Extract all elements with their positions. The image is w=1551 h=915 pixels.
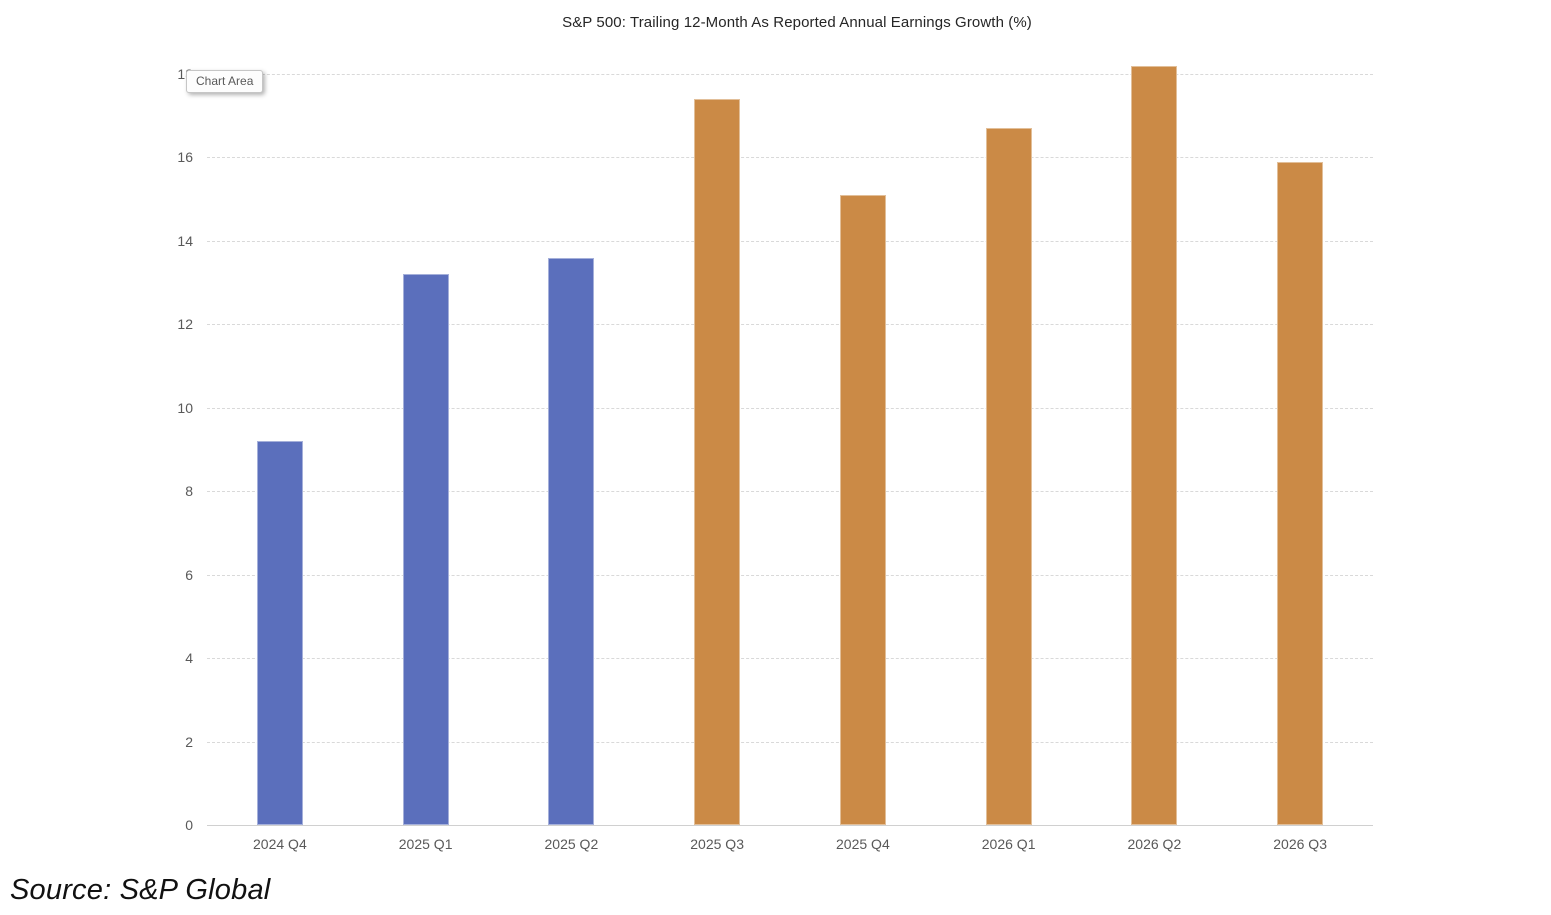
y-tick-label-14: 14 [177, 232, 193, 249]
chart-area-tooltip: Chart Area [186, 70, 264, 93]
y-tick-label-12: 12 [177, 316, 193, 333]
gridline-8 [207, 491, 1373, 493]
y-tick-label-8: 8 [185, 483, 193, 500]
x-tick-label-2025-q4: 2025 Q4 [836, 836, 890, 852]
bar-2025-q1[interactable] [402, 274, 449, 825]
x-tick-label-2025-q2: 2025 Q2 [544, 836, 599, 852]
bar-2026-q3[interactable] [1277, 161, 1324, 825]
y-tick-label-4: 4 [185, 650, 193, 667]
bar-2026-q1[interactable] [985, 128, 1032, 825]
y-tick-label-6: 6 [185, 566, 193, 583]
gridline-2 [207, 741, 1373, 743]
bar-2025-q3[interactable] [694, 99, 741, 825]
bar-2025-q4[interactable] [839, 195, 886, 825]
gridline-10 [207, 407, 1373, 409]
x-tick-label-2026-q3: 2026 Q3 [1273, 836, 1327, 852]
bar-2024-q4[interactable] [256, 441, 303, 825]
x-tick-label-2026-q1: 2026 Q1 [981, 836, 1036, 852]
chart-title: S&P 500: Trailing 12-Month As Reported A… [562, 14, 1032, 31]
plot-area[interactable] [207, 65, 1373, 826]
x-tick-label-2025-q3: 2025 Q3 [690, 836, 744, 852]
y-tick-label-18: 18 [130, 66, 193, 82]
bar-2026-q2[interactable] [1131, 65, 1178, 825]
y-tick-label-10: 10 [177, 399, 193, 416]
source-note: Source: S&P Global [10, 874, 271, 906]
y-tick-label-16: 16 [177, 149, 193, 166]
gridline-16 [207, 157, 1373, 159]
bar-2025-q2[interactable] [548, 257, 595, 825]
gridline-14 [207, 240, 1373, 242]
gridline-4 [207, 658, 1373, 660]
x-tick-label-2024-q4: 2024 Q4 [253, 836, 307, 852]
y-tick-label-0: 0 [185, 817, 193, 833]
gridline-6 [207, 574, 1373, 576]
x-tick-label-2025-q1: 2025 Q1 [398, 836, 453, 852]
x-tick-label-2026-q2: 2026 Q2 [1127, 836, 1182, 852]
gridline-18 [207, 74, 1373, 75]
gridline-12 [207, 324, 1373, 326]
y-tick-label-2: 2 [185, 733, 193, 750]
chart-area-tooltip-label: Chart Area [196, 74, 254, 88]
x-axis-line [207, 825, 1373, 826]
